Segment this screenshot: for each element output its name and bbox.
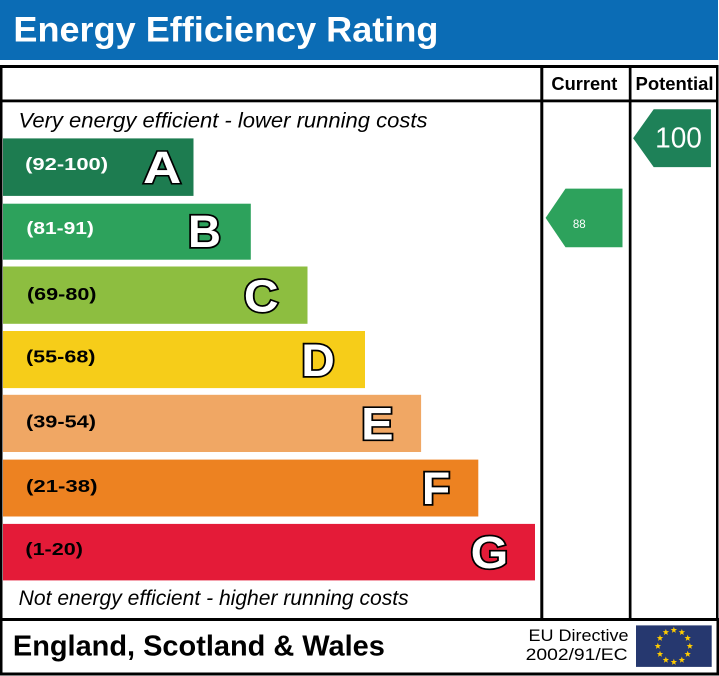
svg-text:Not energy efficient - higher: Not energy efficient - higher running co… — [19, 587, 409, 610]
svg-text:100: 100 — [655, 123, 702, 155]
svg-text:(81-91): (81-91) — [26, 218, 94, 238]
svg-text:C: C — [244, 271, 279, 321]
svg-text:88: 88 — [573, 219, 586, 231]
svg-text:(55-68): (55-68) — [26, 347, 96, 367]
svg-text:B: B — [188, 206, 221, 257]
svg-text:A: A — [143, 142, 181, 193]
svg-text:Current: Current — [551, 73, 617, 94]
svg-text:G: G — [471, 527, 509, 577]
svg-text:E: E — [361, 398, 393, 449]
svg-text:(92-100): (92-100) — [25, 154, 108, 174]
svg-text:2002/91/EC: 2002/91/EC — [526, 646, 628, 664]
svg-text:F: F — [422, 464, 450, 514]
svg-text:(69-80): (69-80) — [27, 284, 97, 304]
svg-text:Potential: Potential — [636, 73, 714, 94]
svg-text:Energy Efficiency Rating: Energy Efficiency Rating — [13, 11, 438, 50]
svg-text:Very energy efficient - lower: Very energy efficient - lower running co… — [19, 109, 428, 132]
svg-text:D: D — [301, 336, 334, 386]
svg-text:(21-38): (21-38) — [26, 476, 98, 496]
svg-text:(1-20): (1-20) — [25, 539, 83, 559]
svg-text:(39-54): (39-54) — [26, 412, 96, 432]
svg-text:England, Scotland & Wales: England, Scotland & Wales — [13, 630, 385, 662]
svg-text:EU Directive: EU Directive — [529, 627, 629, 645]
